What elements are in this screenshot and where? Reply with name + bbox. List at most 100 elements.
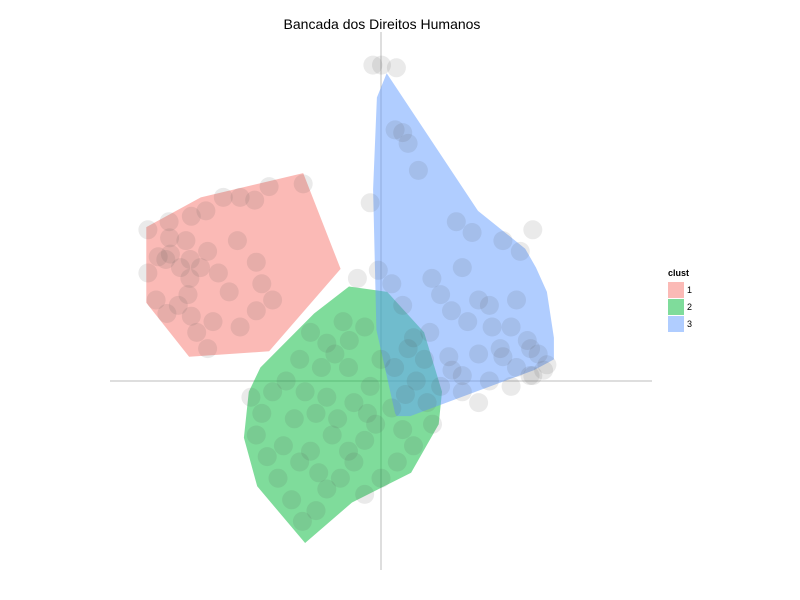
data-point <box>520 366 540 386</box>
data-point <box>293 174 313 194</box>
data-point <box>347 268 367 288</box>
data-point <box>372 55 391 75</box>
data-point <box>290 349 310 369</box>
data-point <box>290 452 310 472</box>
data-point <box>363 55 383 75</box>
data-point <box>528 344 548 364</box>
chart-title: Bancada dos Direitos Humanos <box>284 16 481 32</box>
data-point <box>208 263 228 283</box>
data-point <box>180 250 200 269</box>
data-point <box>385 358 405 377</box>
data-point <box>160 228 180 248</box>
data-point <box>406 371 426 391</box>
data-point <box>469 290 489 310</box>
data-point <box>306 501 326 521</box>
data-point <box>171 258 190 278</box>
data-point <box>523 220 543 240</box>
data-point <box>360 376 380 396</box>
data-point <box>452 258 472 278</box>
data-point <box>339 331 359 350</box>
legend-label-3: 3 <box>687 319 692 329</box>
data-point <box>469 393 489 413</box>
cluster-hulls <box>146 73 554 543</box>
data-point <box>339 441 358 461</box>
data-point <box>458 312 478 332</box>
data-point <box>493 231 513 251</box>
legend-label-1: 1 <box>687 285 692 295</box>
data-point <box>160 244 180 264</box>
data-point <box>420 322 440 342</box>
data-point <box>306 403 326 423</box>
legend-swatch-2 <box>668 299 684 315</box>
data-point <box>245 190 265 210</box>
data-point <box>479 371 499 391</box>
data-point <box>252 274 272 294</box>
data-point <box>507 358 526 377</box>
data-point <box>317 387 337 407</box>
data-point <box>355 430 375 450</box>
data-point <box>482 317 502 337</box>
data-point <box>246 252 266 272</box>
data-point <box>168 295 188 315</box>
data-point <box>446 212 466 232</box>
data-point <box>339 358 358 377</box>
data-point <box>181 306 201 326</box>
data-point <box>178 285 198 305</box>
data-point <box>241 387 261 407</box>
legend-label-2: 2 <box>687 302 692 312</box>
data-point <box>344 452 364 472</box>
data-point <box>317 333 337 353</box>
data-point <box>196 201 216 221</box>
data-point <box>537 355 557 375</box>
data-point <box>501 317 521 337</box>
data-point <box>159 212 179 232</box>
data-point <box>157 304 177 323</box>
data-point <box>368 260 388 280</box>
legend-swatch-1 <box>668 282 684 298</box>
data-point <box>442 301 461 321</box>
data-point <box>521 339 541 359</box>
data-point <box>273 436 293 456</box>
legend-swatch-3 <box>668 316 684 332</box>
data-point <box>309 463 329 483</box>
data-point <box>404 436 423 456</box>
data-point <box>431 376 451 396</box>
data-point <box>148 247 168 267</box>
data-point <box>176 231 196 251</box>
data-point <box>295 382 315 402</box>
data-point <box>213 187 233 207</box>
data-point <box>371 349 391 369</box>
data-points <box>138 55 557 531</box>
data-point <box>355 317 375 337</box>
cluster-hull-3 <box>373 73 554 417</box>
data-point <box>344 393 364 413</box>
data-point <box>328 409 348 429</box>
data-point <box>284 409 304 429</box>
data-point <box>325 344 345 364</box>
data-point <box>395 385 415 404</box>
data-point <box>452 366 472 386</box>
data-point <box>282 490 302 510</box>
data-point <box>393 295 413 315</box>
data-point <box>268 468 288 488</box>
data-point <box>404 328 423 348</box>
data-point <box>490 339 510 359</box>
data-point <box>301 441 320 461</box>
data-point <box>534 360 554 380</box>
data-point <box>479 295 499 315</box>
legend-title: clust <box>668 268 689 278</box>
data-point <box>156 250 176 269</box>
data-point <box>414 349 434 369</box>
data-point <box>138 263 158 283</box>
data-point <box>393 123 413 143</box>
data-point <box>219 282 239 302</box>
data-point <box>422 268 442 288</box>
data-point <box>386 58 406 78</box>
data-point <box>276 371 296 391</box>
data-point <box>393 420 413 440</box>
data-point <box>523 366 543 386</box>
data-point <box>452 382 472 402</box>
data-point <box>431 285 451 305</box>
data-point <box>417 393 437 413</box>
